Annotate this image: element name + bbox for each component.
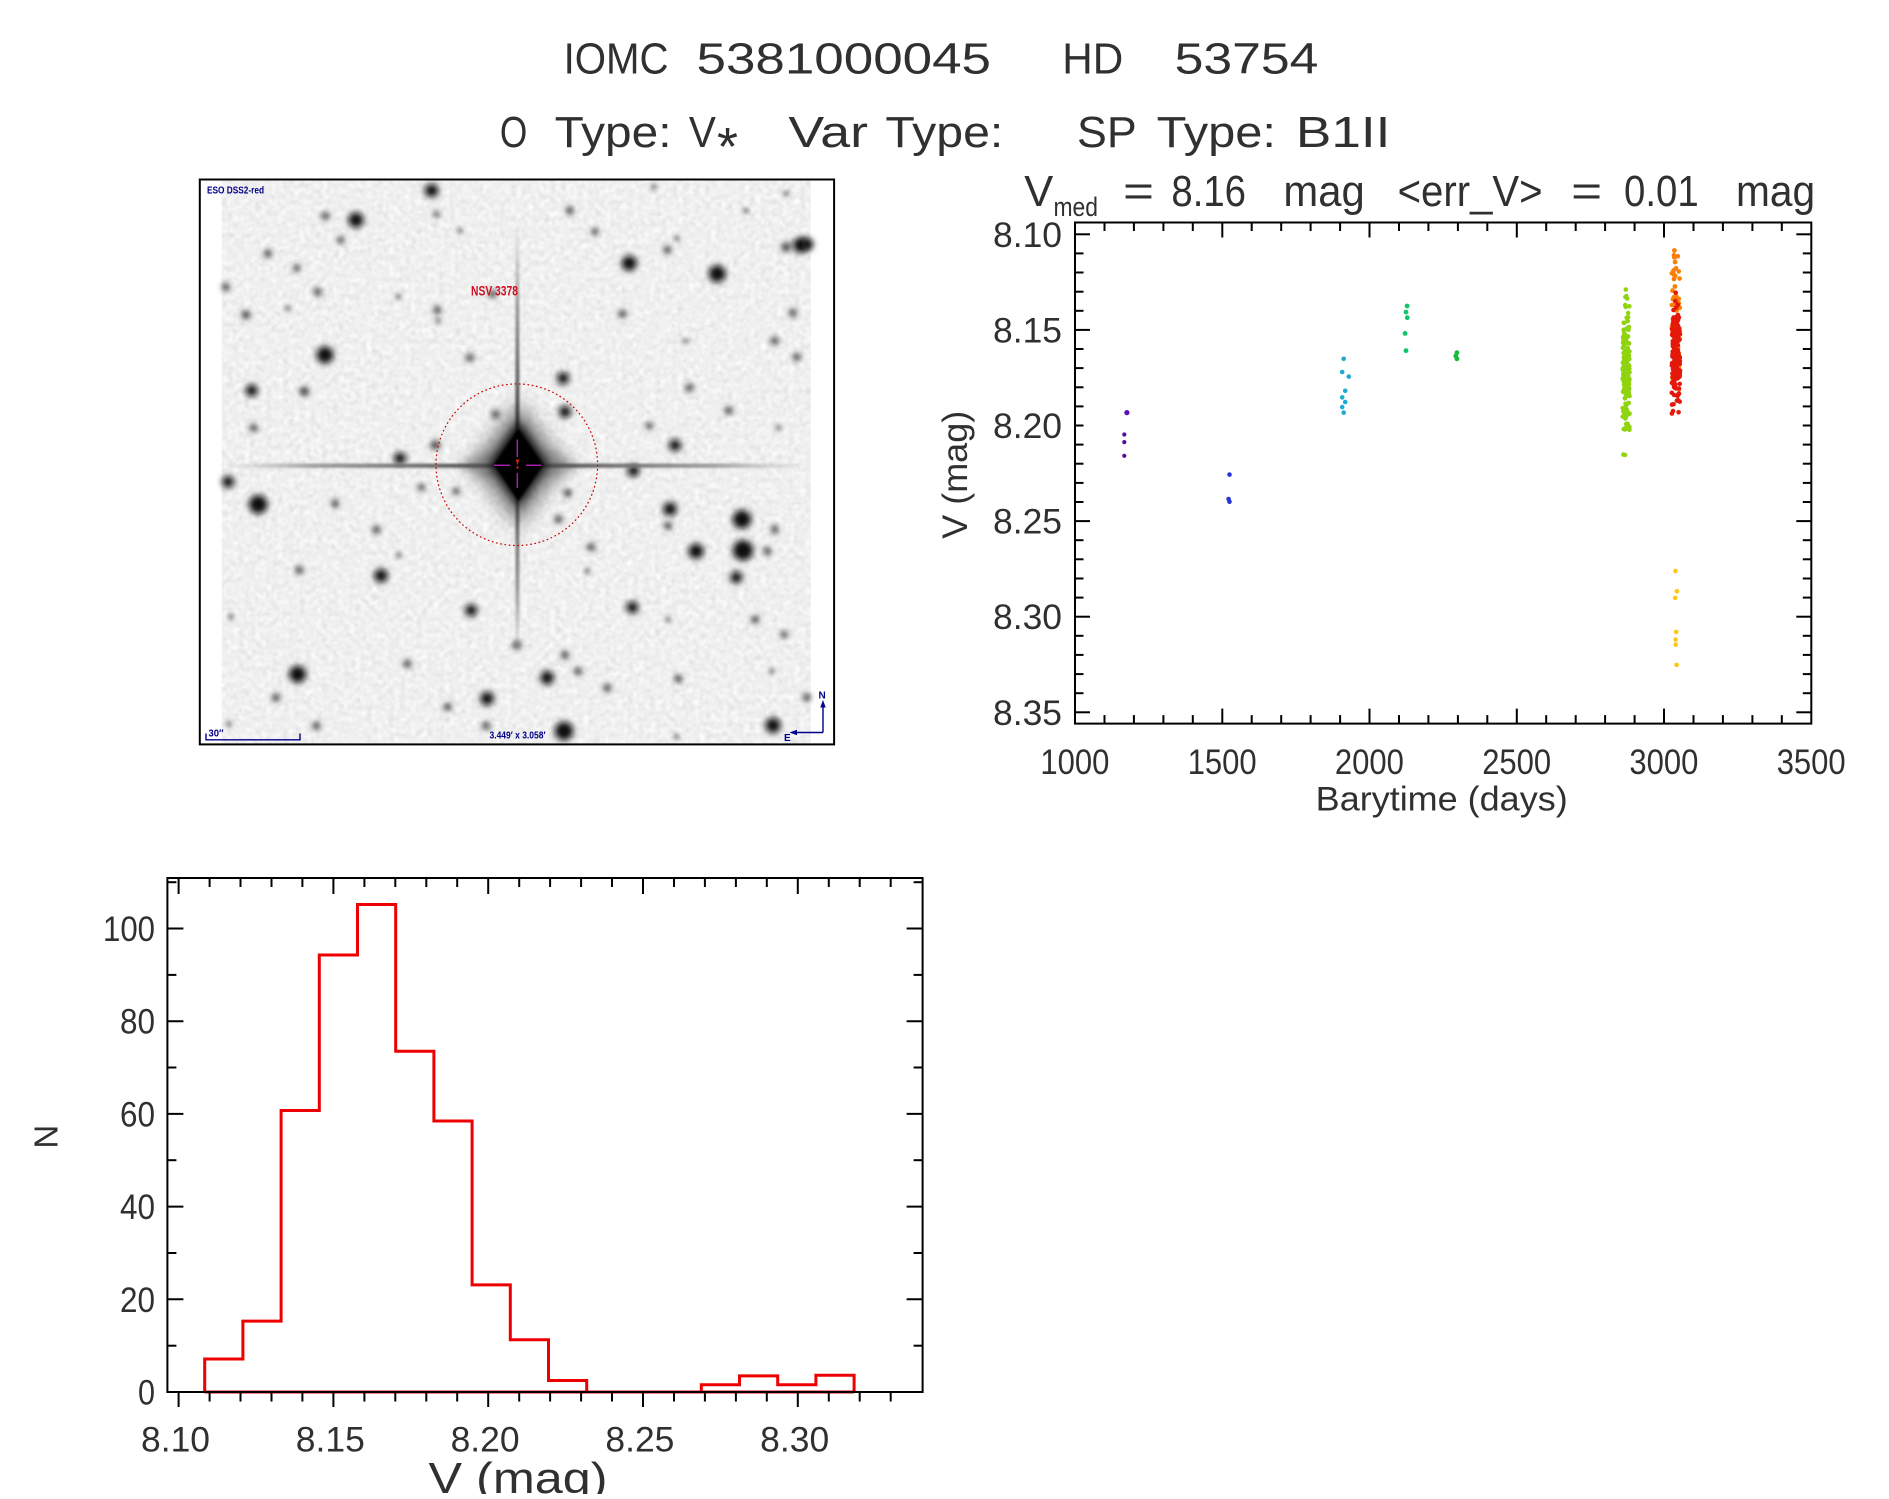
svg-text:V (mag): V (mag) — [936, 411, 975, 539]
svg-text:3500: 3500 — [1777, 743, 1846, 782]
svg-text:NSV 3378: NSV 3378 — [471, 284, 518, 299]
svg-text:IOMC: IOMC — [564, 34, 669, 83]
svg-text:53754: 53754 — [1175, 34, 1319, 83]
svg-text:8.30: 8.30 — [993, 598, 1062, 637]
svg-text:med: med — [1054, 192, 1099, 222]
svg-text:3000: 3000 — [1629, 743, 1698, 782]
svg-text:5381000045: 5381000045 — [697, 34, 992, 83]
svg-text:V: V — [1024, 167, 1054, 216]
svg-text:3.449′ x 3.058′: 3.449′ x 3.058′ — [490, 731, 547, 742]
svg-text:Type:: Type: — [1157, 108, 1276, 157]
svg-text:mag: mag — [1283, 167, 1364, 216]
svg-text:mag: mag — [1736, 167, 1815, 216]
svg-text:*: * — [717, 117, 738, 177]
svg-text:<err_V>: <err_V> — [1398, 167, 1543, 216]
svg-text:Var: Var — [788, 108, 868, 157]
svg-text:20: 20 — [120, 1281, 155, 1320]
svg-text:30″: 30″ — [209, 728, 224, 740]
svg-text:V: V — [689, 108, 717, 157]
svg-text:Type:: Type: — [885, 108, 1003, 157]
svg-text:=: = — [1123, 167, 1154, 216]
svg-text:100: 100 — [103, 910, 155, 949]
svg-text:0: 0 — [138, 1374, 155, 1413]
svg-text:1000: 1000 — [1040, 743, 1109, 782]
svg-text:2500: 2500 — [1482, 743, 1551, 782]
svg-text:8.16: 8.16 — [1171, 167, 1246, 216]
svg-text:N: N — [819, 691, 826, 702]
svg-text:E: E — [784, 733, 791, 744]
svg-text:0.01: 0.01 — [1624, 167, 1699, 216]
svg-text:60: 60 — [120, 1095, 155, 1134]
svg-text:N: N — [27, 1125, 64, 1149]
svg-text:8.25: 8.25 — [993, 503, 1062, 542]
svg-text:1500: 1500 — [1188, 743, 1257, 782]
svg-text:2000: 2000 — [1335, 743, 1404, 782]
svg-text:=: = — [1571, 167, 1602, 216]
svg-text:B1II: B1II — [1296, 108, 1391, 157]
svg-text:ESO DSS2-red: ESO DSS2-red — [207, 186, 264, 197]
svg-text:8.20: 8.20 — [451, 1421, 520, 1460]
svg-text:8.15: 8.15 — [296, 1421, 365, 1460]
svg-text:8.10: 8.10 — [141, 1421, 210, 1460]
svg-text:8.20: 8.20 — [993, 407, 1062, 446]
svg-text:HD: HD — [1062, 34, 1123, 83]
svg-text:8.35: 8.35 — [993, 694, 1062, 733]
svg-text:SP: SP — [1077, 108, 1137, 157]
svg-text:8.15: 8.15 — [993, 311, 1062, 350]
svg-text:8.30: 8.30 — [760, 1421, 829, 1460]
svg-text:8.10: 8.10 — [993, 216, 1062, 255]
svg-text:V (mag): V (mag) — [429, 1454, 608, 1494]
svg-text:80: 80 — [120, 1003, 155, 1042]
svg-text:Type:: Type: — [555, 108, 672, 157]
svg-text:8.25: 8.25 — [605, 1421, 674, 1460]
svg-text:O: O — [500, 108, 527, 157]
svg-text:40: 40 — [120, 1188, 155, 1227]
svg-text:Barytime (days): Barytime (days) — [1316, 780, 1568, 818]
